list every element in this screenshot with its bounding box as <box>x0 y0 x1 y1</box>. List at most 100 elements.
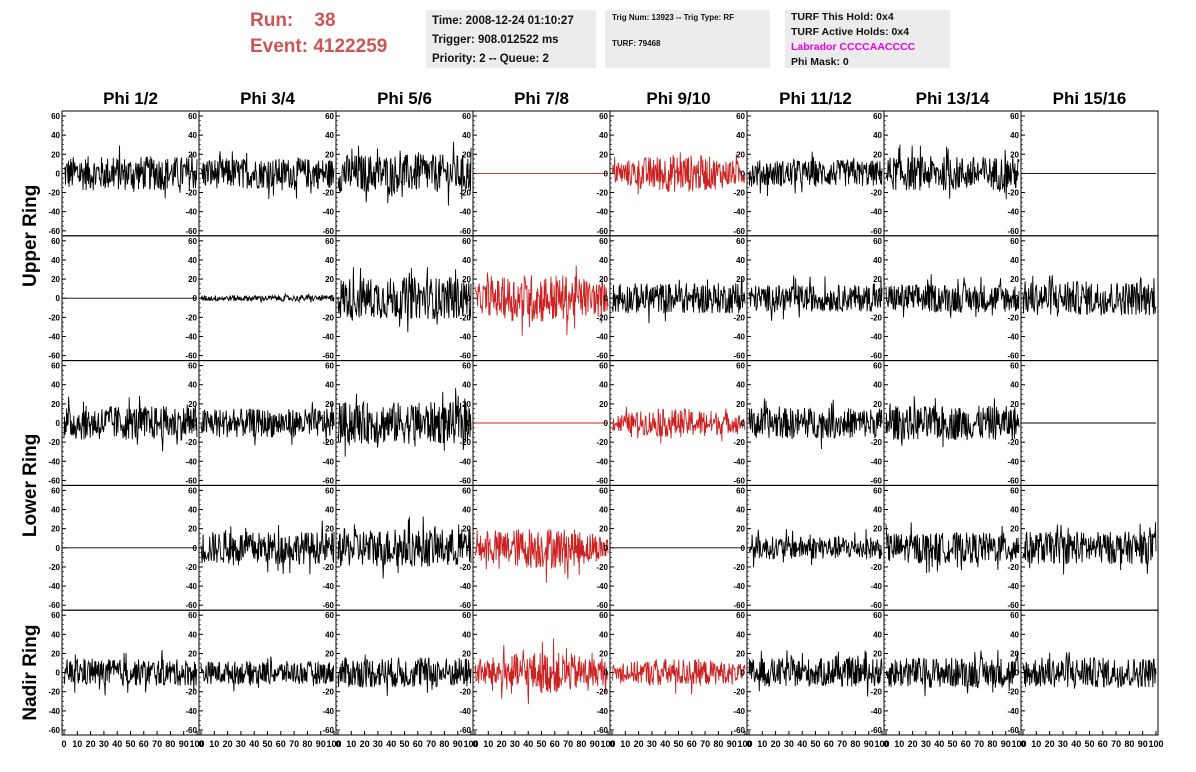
ring-label-2: Lower Ring <box>20 434 41 537</box>
panel-frame <box>883 110 1022 237</box>
y-tick-label: -20 <box>596 563 608 572</box>
x-tick-label: 20 <box>497 739 507 749</box>
waveform-trace <box>200 292 335 304</box>
y-tick-label: -20 <box>733 688 745 697</box>
y-tick-label: 40 <box>188 630 197 639</box>
waveform-trace <box>885 144 1020 200</box>
y-tick-label: 20 <box>1010 275 1019 284</box>
y-tick-label: 40 <box>51 506 60 515</box>
y-tick-label: 60 <box>188 237 197 246</box>
x-tick-label: 50 <box>536 739 546 749</box>
y-tick-label: 0 <box>604 294 609 303</box>
y-tick-label: -60 <box>48 476 60 485</box>
y-tick-label: 60 <box>873 362 882 371</box>
column-header-3: Phi 5/6 <box>377 89 432 108</box>
y-tick-label: 60 <box>462 112 471 121</box>
x-tick-label: 0 <box>335 739 340 749</box>
y-tick-label: 40 <box>1010 506 1019 515</box>
y-tick-label: 60 <box>873 237 882 246</box>
column-header-1: Phi 1/2 <box>103 89 158 108</box>
y-tick-label: 40 <box>873 506 882 515</box>
x-tick-label: 20 <box>360 739 370 749</box>
x-tick-label: 30 <box>1058 739 1068 749</box>
y-tick-label: 60 <box>325 237 334 246</box>
y-tick-label: -20 <box>733 313 745 322</box>
x-tick-label: 50 <box>947 739 957 749</box>
waveform-trace <box>200 656 335 692</box>
y-tick-label: -20 <box>733 189 745 198</box>
y-tick-label: -20 <box>1007 189 1019 198</box>
waveform-trace <box>611 406 746 444</box>
y-tick-label: -40 <box>185 208 197 217</box>
y-tick-label: -40 <box>185 332 197 341</box>
y-tick-label: 0 <box>330 294 335 303</box>
waveform-trace <box>1022 522 1157 575</box>
x-tick-label: 0 <box>1020 739 1025 749</box>
y-tick-label: 0 <box>193 294 198 303</box>
y-tick-label: 20 <box>188 649 197 658</box>
y-tick-label: -40 <box>596 208 608 217</box>
turf-info-box: TURF This Hold: 0x4 TURF Active Holds: 0… <box>785 10 950 68</box>
y-tick-label: 20 <box>736 150 745 159</box>
y-tick-label: -40 <box>870 582 882 591</box>
x-tick-label: 40 <box>797 739 807 749</box>
y-tick-label: -20 <box>185 438 197 447</box>
waveform-trace <box>611 658 746 695</box>
y-tick-label: 40 <box>1010 131 1019 140</box>
y-tick-label: 20 <box>736 525 745 534</box>
y-tick-label: -40 <box>870 707 882 716</box>
x-tick-label: 80 <box>439 739 449 749</box>
y-tick-label: -40 <box>870 332 882 341</box>
column-header-8: Phi 15/16 <box>1053 89 1127 108</box>
y-tick-label: -40 <box>48 582 60 591</box>
y-tick-label: -20 <box>185 313 197 322</box>
waveform-trace <box>748 650 883 697</box>
y-tick-label: 0 <box>604 169 609 178</box>
waveform-trace <box>337 654 472 696</box>
y-tick-label: 0 <box>193 169 198 178</box>
y-tick-label: 20 <box>188 275 197 284</box>
y-tick-label: 60 <box>188 362 197 371</box>
y-tick-label: -20 <box>48 438 60 447</box>
x-tick-label: 100 <box>463 739 478 749</box>
waveform-trace <box>611 277 746 324</box>
y-tick-label: 60 <box>462 362 471 371</box>
y-tick-label: 60 <box>599 362 608 371</box>
y-tick-label: -60 <box>48 227 60 236</box>
x-tick-label: 70 <box>974 739 984 749</box>
y-tick-label: -60 <box>1007 726 1019 735</box>
y-tick-label: 40 <box>188 381 197 390</box>
y-tick-label: 60 <box>873 611 882 620</box>
y-tick-label: 40 <box>736 131 745 140</box>
y-tick-label: 20 <box>736 400 745 409</box>
y-tick-label: -60 <box>596 227 608 236</box>
y-tick-label: -40 <box>870 208 882 217</box>
y-tick-label: -60 <box>596 352 608 361</box>
waveform-trace <box>200 402 335 446</box>
y-tick-label: 40 <box>462 381 471 390</box>
y-tick-label: 60 <box>873 486 882 495</box>
waveform-trace <box>337 141 472 206</box>
y-tick-label: 0 <box>878 419 883 428</box>
y-tick-label: 60 <box>736 362 745 371</box>
y-tick-label: -20 <box>1007 563 1019 572</box>
waveform-trace <box>200 520 335 575</box>
y-tick-label: 40 <box>599 506 608 515</box>
x-tick-label: 70 <box>837 739 847 749</box>
column-header-5: Phi 9/10 <box>646 89 710 108</box>
y-tick-label: -60 <box>185 726 197 735</box>
y-tick-label: -20 <box>459 313 471 322</box>
y-tick-label: -20 <box>185 688 197 697</box>
y-tick-label: 60 <box>51 611 60 620</box>
y-tick-label: 0 <box>56 169 61 178</box>
y-tick-label: -20 <box>459 438 471 447</box>
y-tick-label: -60 <box>48 352 60 361</box>
x-tick-label: 80 <box>850 739 860 749</box>
y-tick-label: 0 <box>1015 169 1020 178</box>
y-tick-label: 40 <box>736 381 745 390</box>
y-tick-label: -40 <box>1007 707 1019 716</box>
waveform-trace <box>337 388 472 457</box>
x-tick-label: 20 <box>1045 739 1055 749</box>
y-tick-label: 40 <box>325 381 334 390</box>
y-tick-label: 60 <box>462 486 471 495</box>
